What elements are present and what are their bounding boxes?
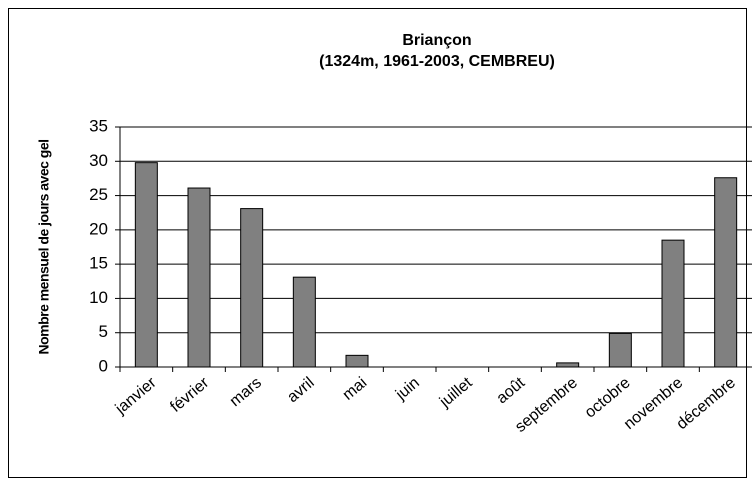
y-tick-label: 0: [99, 356, 108, 375]
bar: [292, 276, 316, 368]
bar: [134, 162, 158, 368]
bar: [661, 239, 685, 368]
chart-border: [8, 8, 747, 478]
y-tick-label: 10: [89, 288, 108, 307]
bar: [187, 187, 211, 368]
y-tick-label: 15: [89, 254, 108, 273]
bar: [345, 354, 369, 368]
y-tick-label: 5: [99, 322, 108, 341]
y-tick-label: 25: [89, 185, 108, 204]
y-axis-label: Nombre mensuel de jours avec gel: [36, 139, 52, 354]
bar: [240, 208, 264, 368]
chart-title: Briançon: [402, 32, 471, 49]
chart-subtitle: (1324m, 1961-2003, CEMBREU): [319, 53, 555, 70]
bar: [714, 177, 738, 368]
y-tick-label: 30: [89, 151, 108, 170]
y-tick-label: 20: [89, 219, 108, 238]
bar: [556, 362, 580, 368]
bar: [608, 332, 632, 368]
y-tick-label: 35: [89, 116, 108, 135]
